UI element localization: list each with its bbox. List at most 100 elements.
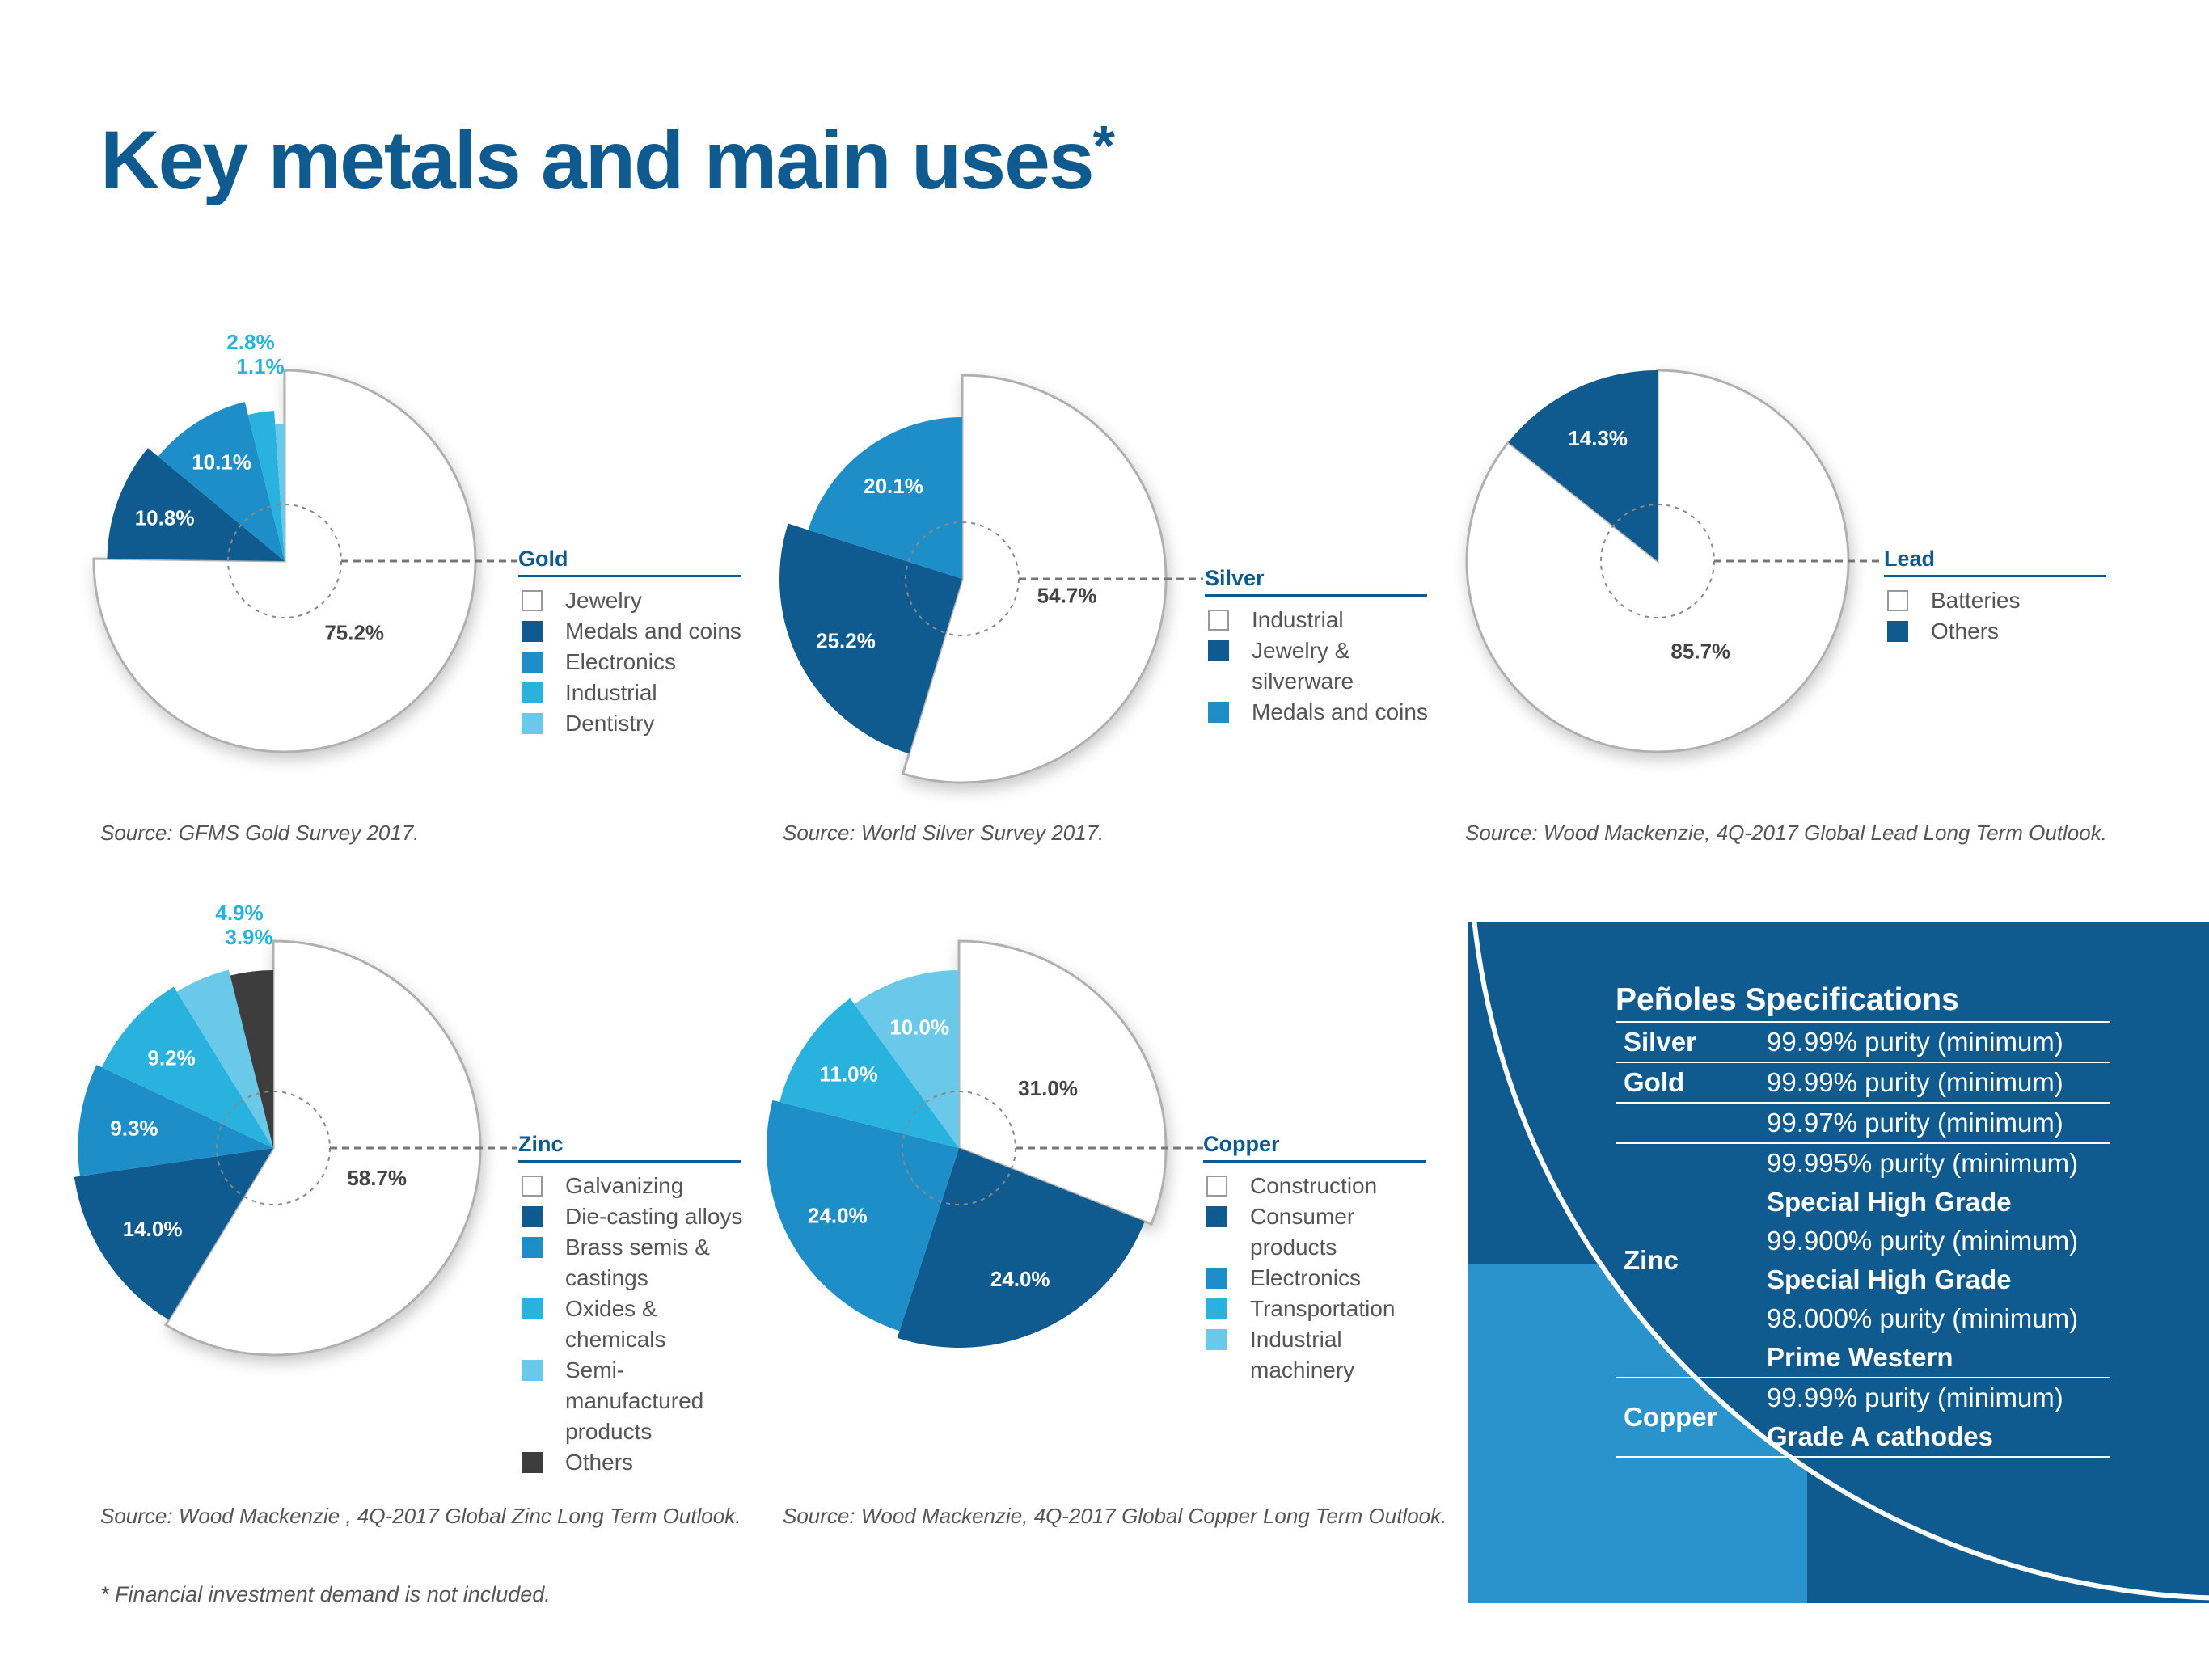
slice-value-label: 1.1% <box>236 354 284 378</box>
spec-line: 99.99% purity (minimum) <box>1767 1027 2063 1057</box>
legend-title: Copper <box>1203 1132 1426 1163</box>
legend-item: Semi-manufactured products <box>518 1355 751 1447</box>
slice-value-label: 2.8% <box>226 330 274 354</box>
pie-slice <box>1508 370 1658 561</box>
pie-chart-zinc: 58.7% 14.0% 9.3% 9.2% 4.9%3.9% <box>74 901 517 1357</box>
legend-item: Medals and coins <box>1205 697 1438 728</box>
legend-item: Industrial <box>518 677 751 708</box>
legend-label: Others <box>565 1450 634 1475</box>
pie-slice <box>78 1065 273 1176</box>
legend-label: Batteries <box>1931 588 2021 613</box>
legend-label: Medals and coins <box>1252 699 1428 724</box>
legend-title: Gold <box>518 547 741 577</box>
legend-swatch <box>1206 1176 1227 1197</box>
legend-swatch <box>1206 1268 1227 1289</box>
legend-swatch <box>1208 640 1229 661</box>
legend-label: Dentistry <box>565 711 655 736</box>
legend-swatch <box>522 1237 543 1258</box>
spec-row: Silver 99.99% purity (minimum) <box>1616 1023 2110 1063</box>
slice-value-label: 54.7% <box>1037 583 1097 607</box>
legend-item: Electronics <box>1203 1263 1436 1294</box>
source-gold: Source: GFMS Gold Survey 2017. <box>100 821 420 845</box>
legend-item: Others <box>1884 616 2117 647</box>
slice-value-label: 3.9% <box>225 925 272 949</box>
legend-swatch <box>522 1452 543 1473</box>
legend-zinc: Zinc Galvanizing Die-casting alloys Brass … <box>518 1132 751 1478</box>
pie-slice <box>92 369 477 753</box>
spec-metal <box>1616 1104 1767 1142</box>
legend-item: Die-casting alloys <box>518 1201 751 1232</box>
pie-slice <box>230 970 273 1148</box>
slice-value-label: 14.3% <box>1568 426 1628 450</box>
spec-metal: Zinc <box>1624 1245 1679 1275</box>
legend-title: Silver <box>1205 566 1427 597</box>
legend-label: Electronics <box>1250 1265 1361 1290</box>
legend-item: Brass semis & castings <box>518 1232 751 1294</box>
specifications-title: Peñoles Specifications <box>1616 982 2110 1023</box>
spec-metal: Copper <box>1624 1402 1717 1432</box>
pie-slice <box>779 523 962 754</box>
footnote: * Financial investment demand is not inc… <box>100 1582 551 1606</box>
spec-row: Copper 99.99% purity (minimum) Grade A cat… <box>1616 1378 2110 1458</box>
slice-value-label: 24.0% <box>808 1204 868 1228</box>
legend-swatch <box>522 621 543 642</box>
page-title-asterisk: * <box>1092 114 1115 177</box>
legend-item: Jewelry & silverware <box>1205 635 1438 697</box>
pie-slice <box>957 939 1168 1226</box>
legend-item: Oxides & chemicals <box>518 1294 751 1355</box>
legend-swatch <box>1208 702 1229 723</box>
legend-item: Medals and coins <box>518 616 751 647</box>
legend-swatch <box>522 1360 543 1381</box>
legend-swatch <box>1206 1206 1227 1227</box>
legend-item: Galvanizing <box>518 1171 751 1201</box>
pie-slice <box>854 970 959 1148</box>
spec-line: Grade A cathodes <box>1767 1421 1993 1451</box>
pie-slice <box>176 969 273 1148</box>
legend-item: Batteries <box>1884 585 2117 616</box>
legend-item: Industrial <box>1205 605 1438 635</box>
legend-silver: Silver Industrial Jewelry & silverware Med… <box>1205 566 1438 728</box>
legend-label: Brass semis & castings <box>565 1235 710 1290</box>
legend-label: Others <box>1931 618 2000 644</box>
pie-chart-silver: 54.7% 25.2% 20.1% <box>779 374 1203 784</box>
slice-value-label: 9.2% <box>147 1046 195 1070</box>
legend-swatch <box>522 652 543 673</box>
legend-item: Construction <box>1203 1171 1436 1201</box>
slice-value-label: 10.0% <box>889 1015 949 1039</box>
legend-title: Zinc <box>518 1132 741 1163</box>
legend-item: Consumer products <box>1203 1201 1436 1263</box>
pie-chart-gold: 75.2% 10.8% 10.1% 2.8%1.1% <box>92 330 517 753</box>
spec-line: 99.995% purity (minimum) <box>1767 1148 2079 1178</box>
slice-value-label: 11.0% <box>819 1062 877 1086</box>
legend-swatch <box>522 590 543 611</box>
legend-swatch <box>1206 1298 1227 1319</box>
legend-swatch <box>522 682 543 703</box>
spec-row: Zinc 99.995% purity (minimum) Special High… <box>1616 1144 2110 1378</box>
pie-slice <box>1465 369 1850 753</box>
legend-item: Industrial machinery <box>1203 1324 1436 1386</box>
source-lead: Source: Wood Mackenzie, 4Q-2017 Global L… <box>1465 821 2107 845</box>
legend-swatch <box>522 1298 543 1319</box>
slice-value-label: 20.1% <box>864 474 923 498</box>
legend-item: Dentistry <box>518 708 751 739</box>
pie-slice <box>897 1148 1145 1348</box>
pie-slice <box>275 424 285 561</box>
pie-slice <box>101 986 273 1148</box>
legend-label: Industrial <box>1252 607 1344 632</box>
pie-chart-copper: 31.0% 24.0% 24.0% 11.0% 10.0% <box>767 939 1203 1348</box>
source-zinc: Source: Wood Mackenzie , 4Q-2017 Global … <box>100 1504 741 1528</box>
spec-metal: Silver <box>1624 1027 1696 1057</box>
legend-item: Others <box>518 1447 751 1478</box>
spec-line: 99.900% purity (minimum) <box>1767 1226 2079 1256</box>
source-silver: Source: World Silver Survey 2017. <box>783 821 1104 845</box>
spec-line: Prime Western <box>1767 1342 1953 1372</box>
legend-gold: Gold Jewelry Medals and coins Electronics I… <box>518 547 751 739</box>
slice-value-label: 31.0% <box>1018 1076 1078 1100</box>
spec-row: 99.97% purity (minimum) <box>1616 1104 2110 1144</box>
slice-value-label: 10.1% <box>192 450 251 474</box>
legend-item: Jewelry <box>518 585 751 616</box>
specifications-table: Peñoles Specifications Silver 99.99% puri… <box>1616 982 2110 1458</box>
spec-row: Gold 99.99% purity (minimum) <box>1616 1063 2110 1104</box>
pie-slice <box>107 448 285 561</box>
